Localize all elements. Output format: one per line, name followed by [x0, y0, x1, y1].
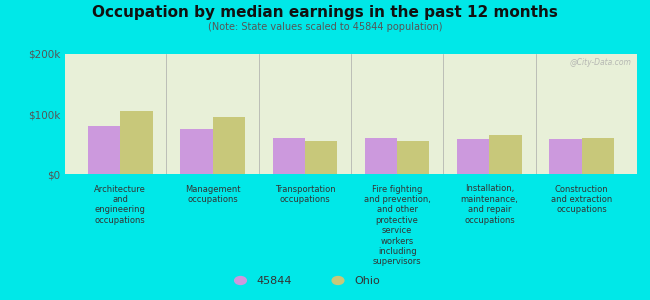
- Bar: [582, 138, 614, 174]
- Text: Fire fighting
and prevention,
and other
protective
service
workers
including
sup: Fire fighting and prevention, and other …: [364, 184, 430, 266]
- Text: @City-Data.com: @City-Data.com: [569, 58, 631, 67]
- Text: Ohio: Ohio: [354, 275, 380, 286]
- Bar: [365, 138, 397, 174]
- Text: Installation,
maintenance,
and repair
occupations: Installation, maintenance, and repair oc…: [460, 184, 518, 225]
- Text: 45844: 45844: [257, 275, 292, 286]
- Bar: [272, 138, 305, 174]
- Bar: [489, 135, 522, 174]
- Bar: [88, 126, 120, 174]
- Text: Occupation by median earnings in the past 12 months: Occupation by median earnings in the pas…: [92, 4, 558, 20]
- Bar: [549, 139, 582, 174]
- Bar: [213, 117, 245, 174]
- Bar: [180, 129, 213, 174]
- Text: Management
occupations: Management occupations: [185, 184, 240, 204]
- Ellipse shape: [332, 277, 344, 284]
- Bar: [397, 141, 430, 174]
- Text: Construction
and extraction
occupations: Construction and extraction occupations: [551, 184, 612, 214]
- Ellipse shape: [235, 277, 246, 284]
- Text: Architecture
and
engineering
occupations: Architecture and engineering occupations: [94, 184, 146, 225]
- Bar: [457, 139, 489, 174]
- Bar: [120, 111, 153, 174]
- Text: (Note: State values scaled to 45844 population): (Note: State values scaled to 45844 popu…: [208, 22, 442, 32]
- Bar: [305, 141, 337, 174]
- Text: Transportation
occupations: Transportation occupations: [274, 184, 335, 204]
